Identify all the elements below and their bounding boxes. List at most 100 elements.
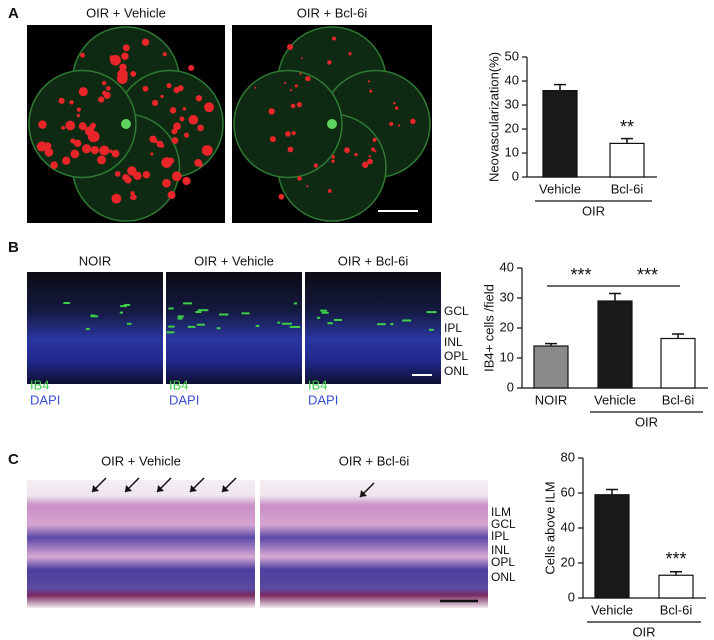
bar	[542, 89, 578, 178]
neovascular-tuft	[99, 145, 110, 156]
neovascular-tuft	[192, 117, 197, 122]
layer-label: OPL	[444, 349, 468, 363]
neovascular-tuft	[287, 146, 294, 153]
neovascular-tuft	[297, 176, 302, 181]
stain-label: IB4	[169, 377, 189, 392]
neovascular-tuft	[61, 125, 66, 130]
vessel	[327, 322, 333, 325]
x-tick-label: Bcl-6i	[662, 392, 695, 407]
bar	[594, 494, 630, 599]
bar	[597, 300, 633, 389]
neovascular-tuft	[98, 96, 105, 103]
x-tick-label: Vehicle	[594, 392, 636, 407]
neovascular-tuft	[254, 86, 257, 89]
neovascular-tuft	[389, 122, 394, 127]
neovascular-tuft	[348, 52, 352, 56]
micrograph	[305, 272, 441, 384]
neovascular-tuft	[38, 120, 47, 129]
neovascular-tuft	[78, 87, 88, 97]
neovascular-tuft	[62, 156, 71, 165]
y-tick-label: 10	[505, 144, 519, 159]
vessel	[168, 325, 175, 328]
vessel	[177, 315, 184, 318]
neovascular-tuft	[88, 131, 100, 142]
neovascular-tuft	[50, 161, 58, 169]
image-title: OIR + Bcl-6i	[339, 453, 410, 468]
significance-label: ***	[665, 549, 686, 569]
neovascular-tuft	[306, 185, 309, 188]
micrograph	[260, 480, 488, 608]
neovascular-tuft	[283, 81, 287, 84]
neovascular-tuft	[90, 145, 99, 155]
vessel	[316, 316, 321, 319]
neovascular-tuft	[127, 166, 137, 176]
arrow-head	[92, 485, 99, 492]
stain-label: DAPI	[308, 392, 338, 407]
vessel	[321, 311, 329, 314]
neovascular-tuft	[410, 118, 416, 125]
vessel	[241, 312, 250, 315]
y-tick-label: 20	[500, 319, 514, 334]
y-tick-label: 20	[561, 554, 575, 569]
y-axis-label: IB4+ cells /field	[481, 284, 496, 372]
neovascular-tuft	[166, 83, 172, 89]
neovascular-tuft	[197, 162, 203, 168]
neovascular-tuft	[204, 102, 215, 113]
layer-label: ONL	[444, 364, 469, 378]
neovascular-tuft	[89, 123, 96, 130]
neovascular-tuft	[173, 122, 181, 131]
neovascular-tuft	[101, 90, 107, 96]
neovascular-tuft	[195, 95, 203, 102]
micrograph	[27, 480, 255, 608]
x-tick-label: NOIR	[535, 392, 568, 407]
bar	[658, 574, 694, 599]
group-label: OIR	[582, 203, 605, 218]
vessel	[126, 322, 132, 325]
neovascular-tuft	[109, 149, 113, 154]
neovascular-tuft	[291, 131, 296, 136]
neovascular-tuft	[76, 107, 81, 112]
vessel	[119, 311, 124, 314]
neovascular-tuft	[58, 97, 65, 104]
neovascular-tuft	[183, 132, 190, 138]
neovascular-tuft	[354, 152, 358, 157]
image-title: OIR + Bcl-6i	[338, 253, 409, 268]
neovascular-tuft	[398, 124, 401, 127]
neovascular-tuft	[167, 157, 175, 164]
neovascular-tuft	[78, 122, 87, 131]
significance-label: **	[620, 117, 634, 137]
y-tick-label: 30	[505, 96, 519, 111]
retina-lobe	[233, 69, 343, 179]
neovascular-tuft	[294, 84, 298, 88]
image-title: OIR + Vehicle	[194, 253, 274, 268]
neovascular-tuft	[374, 150, 377, 153]
neovascular-tuft	[111, 149, 120, 158]
neovascular-tuft	[160, 143, 165, 148]
neovascular-tuft	[130, 191, 135, 196]
y-tick-label: 50	[505, 48, 519, 63]
significance-label: ***	[570, 265, 591, 285]
neovascular-tuft	[269, 136, 276, 143]
neovascular-tuft	[117, 69, 128, 80]
neovascular-tuft	[65, 120, 76, 131]
layer-label: IPL	[444, 321, 462, 335]
neovascular-tuft	[142, 170, 151, 179]
neovascular-tuft	[188, 64, 195, 71]
y-tick-label: 40	[500, 259, 514, 274]
vessel	[196, 323, 205, 326]
neovascular-tuft	[367, 158, 373, 165]
neovascular-tuft	[201, 145, 213, 156]
neovascular-tuft	[327, 188, 332, 193]
neovascular-tuft	[368, 155, 371, 158]
x-tick-label: Bcl-6i	[611, 181, 644, 196]
vessel	[402, 319, 412, 322]
neovascular-tuft	[106, 86, 111, 91]
neovascular-tuft	[179, 116, 185, 122]
vessel	[293, 302, 298, 305]
arrow-head	[157, 485, 164, 492]
vessel	[123, 304, 131, 307]
vessel	[120, 305, 127, 308]
vessel	[166, 331, 175, 334]
stain-label: IB4	[308, 377, 328, 392]
neovascular-tuft	[122, 174, 130, 182]
